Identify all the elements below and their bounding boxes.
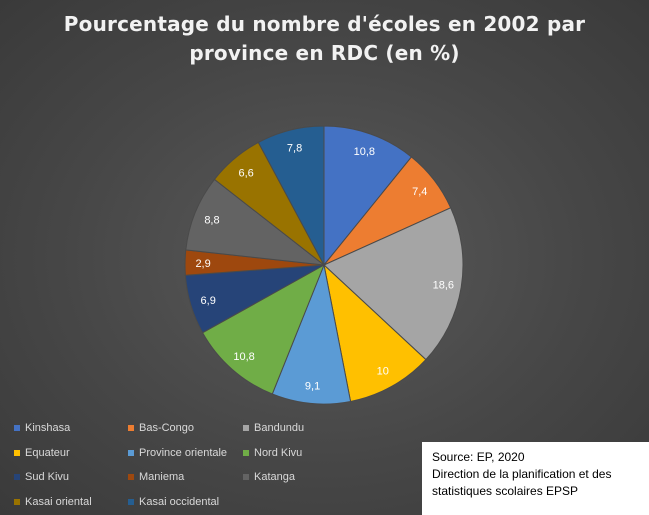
legend-label: Kinshasa: [25, 422, 71, 434]
data-label-kasai-occidental: 7,8: [287, 143, 302, 155]
chart-title-line-2: province en RDC (en %): [189, 41, 460, 65]
legend-item-sud-kivu: Sud Kivu: [14, 469, 69, 485]
legend-item-kasai-oriental: Kasai oriental: [14, 494, 92, 510]
pie-slice-equateur: [323, 263, 427, 403]
legend-swatch: [14, 474, 20, 480]
data-label-nord-kivu: 10,8: [233, 351, 254, 363]
data-label-province-orientale: 9,1: [305, 380, 320, 392]
legend-swatch: [128, 425, 134, 431]
legend-swatch: [243, 425, 249, 431]
legend-label: Province orientale: [139, 446, 228, 459]
data-label-maniema: 2,9: [195, 258, 210, 270]
legend: Kinshasa Bas-Congo Bandundu Equateur Provinc…: [14, 420, 414, 512]
legend-item-maniema: Maniema: [128, 469, 184, 485]
pie-slice-nord-kivu: [201, 263, 325, 395]
legend-item-nord-kivu: Nord Kivu: [243, 445, 302, 461]
legend-item-kasai-occidental: Kasai occidental: [128, 494, 219, 510]
legend-label: Bas-Congo: [139, 422, 195, 434]
source-note: Source: EP, 2020 Direction de la planifi…: [422, 442, 649, 515]
legend-item-katanga: Katanga: [243, 469, 295, 485]
source-line-1: Source: EP, 2020: [432, 450, 525, 464]
data-label-bandundu: 18,6: [433, 280, 454, 292]
legend-label: Maniema: [139, 471, 185, 483]
legend-swatch: [14, 449, 20, 456]
legend-label: Nord Kivu: [254, 446, 303, 459]
legend-swatch: [128, 498, 134, 505]
legend-swatch: [243, 449, 249, 456]
legend-item-equateur: Equateur: [14, 445, 70, 461]
legend-item-province-orientale: Province orientale: [128, 445, 227, 461]
pie-slice-bandundu: [323, 207, 464, 361]
legend-label: Bandundu: [254, 422, 305, 434]
pie-slice-kasai-occidental: [257, 125, 325, 266]
legend-swatch: [14, 425, 20, 431]
data-label-kasai-oriental: 6,6: [238, 167, 253, 179]
pie-slice-province-orientale: [271, 263, 352, 405]
data-label-katanga: 8,8: [204, 214, 219, 226]
legend-item-bandundu: Bandundu: [243, 420, 304, 436]
data-label-equateur: 10: [377, 366, 389, 378]
legend-swatch: [243, 474, 249, 480]
legend-item-kinshasa: Kinshasa: [14, 420, 70, 436]
legend-swatch: [14, 498, 20, 505]
source-line-3: statistiques scolaires EPSP: [432, 484, 579, 498]
legend-label: Kasai occidental: [139, 495, 220, 508]
source-line-2: Direction de la planification et des: [432, 467, 612, 481]
data-label-bas-congo: 7,4: [412, 186, 427, 198]
legend-swatch: [128, 449, 134, 456]
chart-title: Pourcentage du nombre d'écoles en 2002 p…: [0, 10, 649, 68]
legend-label: Katanga: [254, 471, 295, 483]
chart-title-line-1: Pourcentage du nombre d'écoles en 2002 p…: [63, 12, 586, 36]
legend-item-bas-congo: Bas-Congo: [128, 420, 194, 436]
legend-label: Kasai oriental: [25, 495, 92, 508]
legend-swatch: [128, 474, 134, 480]
legend-label: Sud Kivu: [25, 471, 70, 483]
pie-slice-kinshasa: [323, 125, 413, 267]
legend-label: Equateur: [25, 446, 70, 459]
data-label-sud-kivu: 6,9: [201, 295, 216, 307]
data-label-kinshasa: 10,8: [354, 146, 375, 158]
